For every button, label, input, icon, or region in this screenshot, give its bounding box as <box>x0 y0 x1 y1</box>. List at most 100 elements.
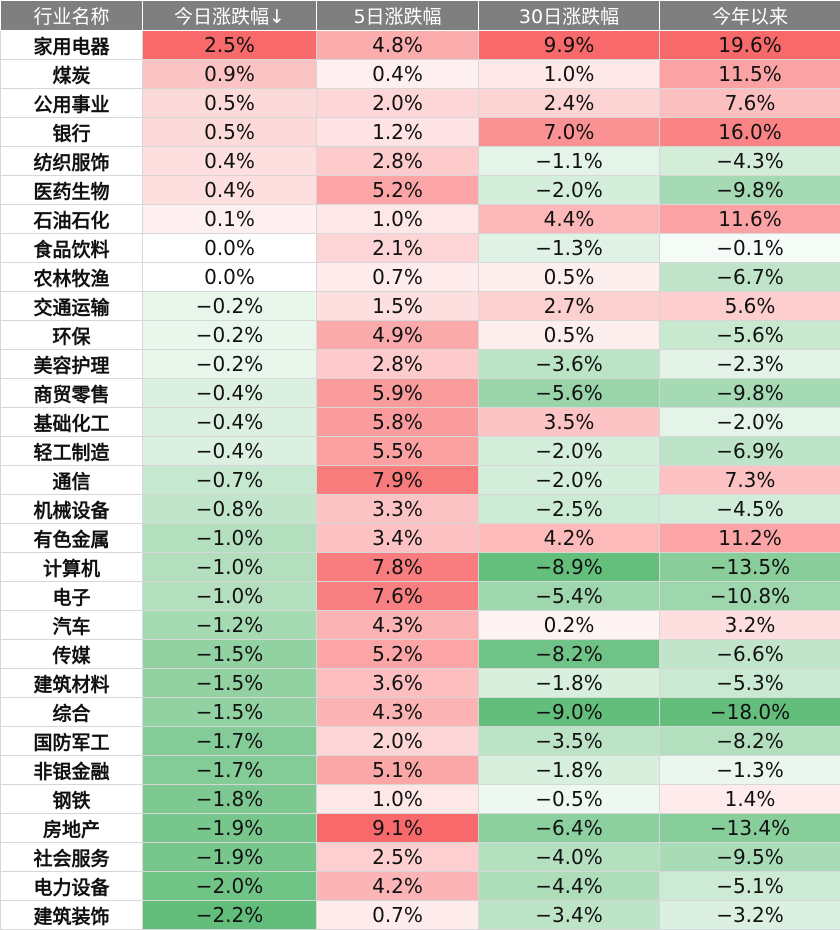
value-cell: −1.8% <box>479 756 660 785</box>
value-cell: −1.0% <box>143 553 317 582</box>
value-cell: 0.0% <box>143 263 317 292</box>
value-cell: −3.4% <box>479 901 660 930</box>
industry-name-cell: 环保 <box>1 321 143 350</box>
value-cell: −5.6% <box>479 379 660 408</box>
header-ytd-change[interactable]: 今年以来 <box>660 1 840 31</box>
table-row: 机械设备−0.8%3.3%−2.5%−4.5% <box>1 495 840 524</box>
header-row: 行业名称 今日涨跌幅↓ 5日涨跌幅 30日涨跌幅 今年以来 <box>1 1 840 31</box>
value-cell: 4.3% <box>317 611 479 640</box>
value-cell: −1.3% <box>479 234 660 263</box>
value-cell: 5.6% <box>660 292 840 321</box>
value-cell: 3.4% <box>317 524 479 553</box>
industry-name-cell: 交通运输 <box>1 292 143 321</box>
value-cell: 2.1% <box>317 234 479 263</box>
value-cell: −2.0% <box>479 466 660 495</box>
industry-name-cell: 轻工制造 <box>1 437 143 466</box>
value-cell: −6.7% <box>660 263 840 292</box>
value-cell: −8.2% <box>479 640 660 669</box>
industry-name-cell: 社会服务 <box>1 843 143 872</box>
industry-name-cell: 煤炭 <box>1 60 143 89</box>
value-cell: −8.2% <box>660 727 840 756</box>
value-cell: 7.9% <box>317 466 479 495</box>
value-cell: 4.2% <box>317 872 479 901</box>
value-cell: 19.6% <box>660 31 840 60</box>
value-cell: 2.7% <box>479 292 660 321</box>
table-row: 交通运输−0.2%1.5%2.7%5.6% <box>1 292 840 321</box>
value-cell: 7.6% <box>660 89 840 118</box>
table-row: 计算机−1.0%7.8%−8.9%−13.5% <box>1 553 840 582</box>
industry-name-cell: 农林牧渔 <box>1 263 143 292</box>
value-cell: 4.9% <box>317 321 479 350</box>
value-cell: −1.9% <box>143 843 317 872</box>
industry-name-cell: 电力设备 <box>1 872 143 901</box>
value-cell: −13.4% <box>660 814 840 843</box>
value-cell: −1.8% <box>479 669 660 698</box>
value-cell: −1.2% <box>143 611 317 640</box>
industry-name-cell: 食品饮料 <box>1 234 143 263</box>
value-cell: 3.5% <box>479 408 660 437</box>
value-cell: −2.3% <box>660 350 840 379</box>
table-row: 轻工制造−0.4%5.5%−2.0%−6.9% <box>1 437 840 466</box>
value-cell: 2.5% <box>317 843 479 872</box>
value-cell: 0.9% <box>143 60 317 89</box>
value-cell: 1.2% <box>317 118 479 147</box>
header-industry-name[interactable]: 行业名称 <box>1 1 143 31</box>
value-cell: −1.0% <box>143 582 317 611</box>
table-row: 基础化工−0.4%5.8%3.5%−2.0% <box>1 408 840 437</box>
value-cell: 0.0% <box>143 234 317 263</box>
value-cell: 16.0% <box>660 118 840 147</box>
industry-name-cell: 传媒 <box>1 640 143 669</box>
value-cell: −4.4% <box>479 872 660 901</box>
table-row: 房地产−1.9%9.1%−6.4%−13.4% <box>1 814 840 843</box>
value-cell: 0.4% <box>143 147 317 176</box>
industry-name-cell: 国防军工 <box>1 727 143 756</box>
value-cell: 4.8% <box>317 31 479 60</box>
industry-name-cell: 公用事业 <box>1 89 143 118</box>
value-cell: 1.4% <box>660 785 840 814</box>
value-cell: 2.0% <box>317 727 479 756</box>
value-cell: 3.2% <box>660 611 840 640</box>
header-30day-change[interactable]: 30日涨跌幅 <box>479 1 660 31</box>
value-cell: −1.7% <box>143 756 317 785</box>
industry-name-cell: 基础化工 <box>1 408 143 437</box>
value-cell: 0.2% <box>479 611 660 640</box>
value-cell: 7.3% <box>660 466 840 495</box>
value-cell: −5.1% <box>660 872 840 901</box>
value-cell: 2.4% <box>479 89 660 118</box>
value-cell: −0.4% <box>143 437 317 466</box>
value-cell: 11.2% <box>660 524 840 553</box>
value-cell: 0.7% <box>317 901 479 930</box>
industry-name-cell: 汽车 <box>1 611 143 640</box>
industry-name-cell: 医药生物 <box>1 176 143 205</box>
value-cell: −2.2% <box>143 901 317 930</box>
value-cell: 7.0% <box>479 118 660 147</box>
value-cell: −3.6% <box>479 350 660 379</box>
value-cell: −4.5% <box>660 495 840 524</box>
table-row: 社会服务−1.9%2.5%−4.0%−9.5% <box>1 843 840 872</box>
value-cell: −0.8% <box>143 495 317 524</box>
value-cell: −9.8% <box>660 379 840 408</box>
industry-name-cell: 钢铁 <box>1 785 143 814</box>
header-5day-change[interactable]: 5日涨跌幅 <box>317 1 479 31</box>
value-cell: 0.4% <box>143 176 317 205</box>
value-cell: −13.5% <box>660 553 840 582</box>
value-cell: −9.0% <box>479 698 660 727</box>
value-cell: 1.5% <box>317 292 479 321</box>
value-cell: −0.2% <box>143 321 317 350</box>
value-cell: 4.3% <box>317 698 479 727</box>
value-cell: −1.9% <box>143 814 317 843</box>
value-cell: −1.3% <box>660 756 840 785</box>
value-cell: 2.5% <box>143 31 317 60</box>
value-cell: −6.4% <box>479 814 660 843</box>
table-row: 传媒−1.5%5.2%−8.2%−6.6% <box>1 640 840 669</box>
value-cell: 7.8% <box>317 553 479 582</box>
table-row: 钢铁−1.8%1.0%−0.5%1.4% <box>1 785 840 814</box>
header-today-change[interactable]: 今日涨跌幅↓ <box>143 1 317 31</box>
table-row: 美容护理−0.2%2.8%−3.6%−2.3% <box>1 350 840 379</box>
value-cell: 5.5% <box>317 437 479 466</box>
